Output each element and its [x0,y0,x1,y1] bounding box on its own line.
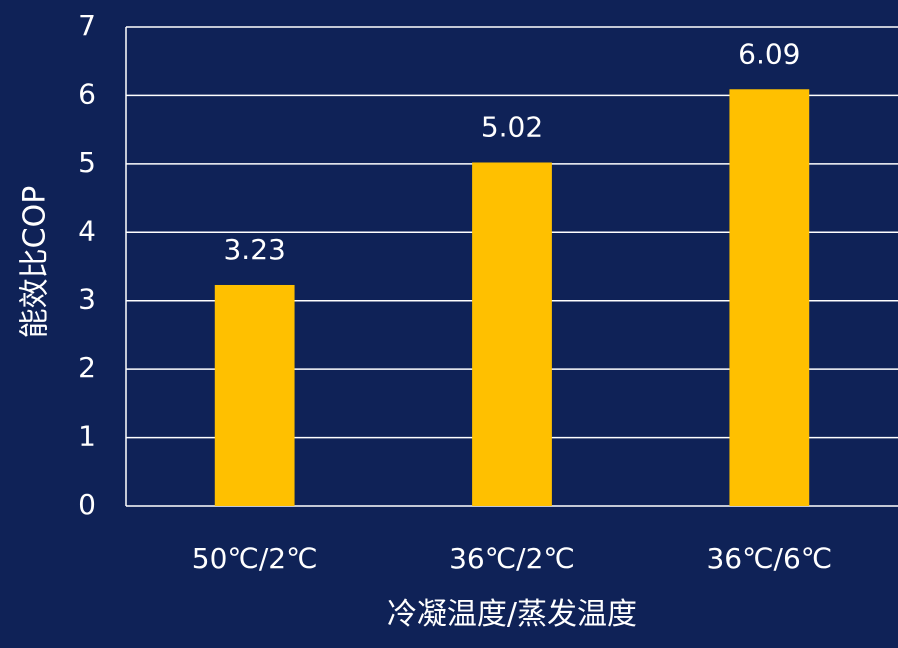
labels: 0 1 2 3 4 5 6 7 3.23 50℃/2℃ 5.02 36℃/2℃ 6.09 36℃/6℃ [78,9,832,575]
data-label: 3.23 [223,233,285,266]
x-axis-title: 冷凝温度/蒸发温度 [387,597,637,632]
y-tick-label: 0 [78,488,96,521]
data-label: 6.09 [738,37,800,70]
y-tick-label: 7 [78,9,96,42]
y-axis-title: 能效比COP [18,186,53,339]
x-category-label: 36℃/2℃ [449,542,575,575]
data-label: 5.02 [481,110,543,143]
y-tick-label: 4 [78,214,96,247]
bar [729,89,810,507]
y-tick-label: 6 [78,77,96,110]
y-tick-label: 5 [78,146,96,179]
y-tick-label: 2 [78,351,96,384]
bar [472,162,552,506]
bars [214,89,810,507]
bar [214,284,295,506]
x-category-label: 36℃/6℃ [706,542,832,575]
y-tick-label: 3 [78,283,96,316]
x-category-label: 50℃/2℃ [192,542,318,575]
y-tick-label: 1 [78,420,96,453]
